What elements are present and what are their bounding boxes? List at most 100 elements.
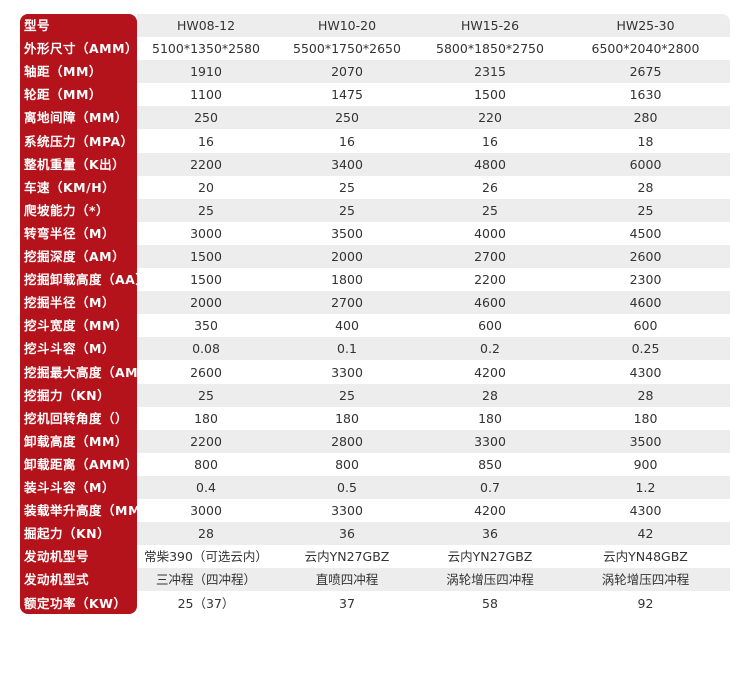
value-cell: 1500 — [474, 87, 506, 103]
value-cell: 600 — [478, 318, 502, 334]
row-cells: 350 400 600 600 — [137, 314, 730, 337]
row-cells: 三冲程（四冲程） 直喷四冲程 涡轮增压四冲程 涡轮增压四冲程 — [137, 568, 730, 592]
value-cell: 4800 — [474, 156, 506, 172]
value-cell: 云内YN27GBZ — [447, 549, 533, 565]
value-cell: 25 — [339, 387, 355, 403]
value-cell: 25 — [482, 202, 498, 218]
table-row: 爬坡能力（*） 25 25 25 25 — [20, 198, 730, 222]
table-row: 挖掘力（KN） 25 25 28 28 — [20, 383, 730, 407]
value-cell: 3000 — [190, 225, 222, 241]
value-cell: 16 — [482, 133, 498, 149]
value-cell: 5500*1750*2650 — [293, 41, 401, 57]
table-row: 额定功率（KW） 25（37） 37 58 92 — [20, 592, 730, 615]
table-row: 挖斗宽度（MM） 350 400 600 600 — [20, 314, 730, 337]
value-cell: 1800 — [331, 272, 363, 288]
table-row: 车速（KM/H） 20 25 26 28 — [20, 176, 730, 199]
value-cell: 2300 — [629, 272, 662, 288]
value-cell: 直喷四冲程 — [315, 572, 379, 588]
value-cell: 2700 — [331, 295, 363, 311]
row-label: 挖掘最大高度（AM — [24, 364, 139, 380]
value-cell: 3400 — [331, 156, 363, 172]
value-cell: 1.2 — [635, 480, 656, 495]
row-label: 离地间障（MM） — [24, 110, 128, 126]
table-row: 挖掘半径（M） 2000 2700 4600 4600 — [20, 291, 730, 315]
table-row: 挖机回转角度（） 180 180 180 180 — [20, 407, 730, 430]
value-cell: 2200 — [190, 156, 222, 172]
value-cell: 1475 — [331, 87, 363, 103]
row-cells: 2000 2700 4600 4600 — [137, 291, 730, 315]
value-cell: 400 — [335, 318, 359, 334]
table-row: 轮距（MM） 1100 1475 1500 1630 — [20, 83, 730, 106]
row-cells: 2200 3400 4800 6000 — [137, 152, 730, 176]
table-row: 卸载高度（MM） 2200 2800 3300 3500 — [20, 429, 730, 453]
value-cell: 600 — [633, 318, 658, 334]
row-cells: 常柴390（可选云内） 云内YN27GBZ 云内YN27GBZ 云内YN48GBZ — [137, 545, 730, 568]
value-cell: 36 — [482, 526, 498, 542]
row-cells: 5100*1350*2580 5500*1750*2650 5800*1850*27… — [137, 37, 730, 60]
value-cell: 云内YN48GBZ — [603, 549, 688, 565]
row-cells: 1500 2000 2700 2600 — [137, 245, 730, 269]
row-label: 挖机回转角度（） — [24, 410, 129, 426]
value-cell: 28 — [637, 387, 654, 403]
value-cell: 1910 — [190, 64, 222, 80]
row-cells: 800 800 850 900 — [137, 453, 730, 476]
value-cell: 800 — [194, 456, 218, 472]
value-cell: 1500 — [190, 249, 222, 264]
model-name-cell: HW08-12 — [176, 18, 236, 33]
value-cell: 0.5 — [337, 480, 357, 495]
table-row: 系统压力（MPA） 16 16 16 18 — [20, 130, 730, 153]
value-cell: 0.7 — [480, 480, 500, 495]
value-cell: 5800*1850*2750 — [436, 41, 544, 57]
row-cells: 16 16 16 18 — [137, 130, 730, 153]
header-label: 型号 — [24, 18, 51, 33]
row-cells: 20 25 26 28 — [137, 176, 730, 199]
model-name-cell: HW15-26 — [460, 18, 520, 33]
value-cell: 2315 — [474, 64, 506, 80]
row-cells: 2600 3300 4200 4300 — [137, 361, 730, 384]
value-cell: 2200 — [474, 272, 506, 288]
value-cell: 28 — [198, 526, 214, 542]
value-cell: 0.08 — [192, 341, 220, 357]
value-cell: 25 — [339, 179, 355, 195]
value-cell: 2200 — [190, 433, 222, 449]
row-cells: 25 25 25 25 — [137, 198, 730, 222]
header-row: 型号 HW08-12 HW10-20 HW15-26 HW25-30 — [20, 14, 730, 38]
value-cell: 3300 — [331, 503, 363, 519]
value-cell: 1630 — [629, 87, 662, 103]
label-column-background — [20, 14, 137, 614]
row-cells: 3000 3500 4000 4500 — [137, 222, 730, 245]
value-cell: 4000 — [474, 225, 506, 241]
value-cell: 三冲程（四冲程） — [155, 572, 256, 588]
row-label: 外形尺寸（AMM） — [24, 41, 139, 57]
table-row: 轴距（MM） 1910 2070 2315 2675 — [20, 60, 730, 84]
value-cell: 3000 — [190, 503, 222, 519]
row-label: 挖掘半径（M） — [24, 295, 115, 311]
value-cell: 850 — [478, 456, 502, 472]
row-label: 发动机型号 — [24, 549, 90, 565]
row-cells: 3000 3300 4200 4300 — [137, 499, 730, 522]
row-label: 挖斗斗容（M） — [24, 341, 115, 357]
value-cell: 20 — [198, 179, 214, 195]
row-label: 卸载高度（MM） — [24, 433, 128, 449]
value-cell: 4600 — [474, 295, 506, 311]
value-cell: 0.2 — [480, 341, 500, 357]
row-cells: 1910 2070 2315 2675 — [137, 60, 730, 84]
value-cell: 36 — [339, 526, 355, 542]
table-row: 挖掘最大高度（AM 2600 3300 4200 4300 — [20, 361, 730, 384]
value-cell: 5100*1350*2580 — [152, 41, 260, 57]
table-row: 挖掘卸载高度（AA） 1500 1800 2200 2300 — [20, 268, 730, 291]
table-row: 挖斗斗容（M） 0.08 0.1 0.2 0.25 — [20, 337, 730, 361]
value-cell: 2070 — [331, 64, 363, 80]
value-cell: 58 — [482, 595, 498, 611]
value-cell: 280 — [633, 110, 658, 126]
value-cell: 4300 — [629, 503, 662, 519]
value-cell: 25 — [198, 202, 214, 218]
row-label: 挖掘卸载高度（AA） — [24, 272, 149, 288]
row-cells: 180 180 180 180 — [137, 407, 730, 430]
value-cell: 1500 — [190, 272, 222, 288]
value-cell: 4200 — [474, 364, 506, 380]
value-cell: 180 — [335, 410, 359, 426]
value-cell: 6000 — [629, 156, 662, 172]
row-cells: 1100 1475 1500 1630 — [137, 83, 730, 106]
value-cell: 3300 — [331, 364, 363, 380]
